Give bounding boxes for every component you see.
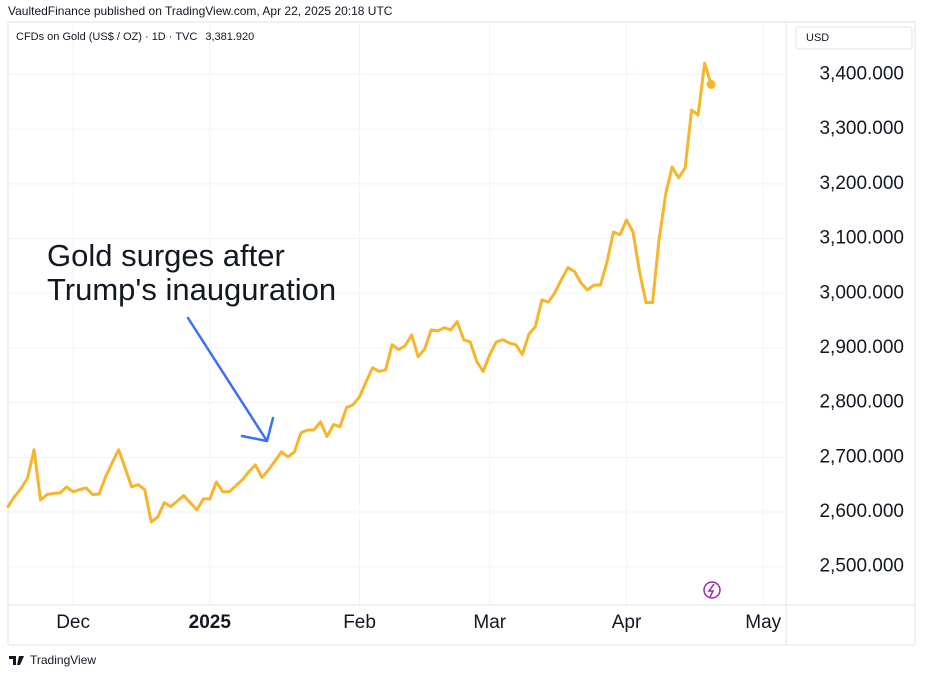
x-tick-label: Feb [343,612,376,633]
header: VaultedFinance published on TradingView.… [8,4,393,18]
y-tick-label: 3,100.000 [819,228,904,249]
y-tick-label: 3,000.000 [819,282,904,303]
y-tick-label: 3,400.000 [819,64,904,85]
x-tick-label: Apr [612,612,642,633]
y-tick-label: 2,600.000 [819,501,904,522]
chart-frame [7,21,916,646]
currency: USD [806,32,829,44]
annotation-arrow [186,316,275,443]
legend-last-value: 3,381.920 [205,31,254,43]
last-price-dot [706,79,716,89]
x-tick-label: 2025 [189,612,232,633]
y-tick-label: 3,300.000 [819,118,904,139]
y-tick-label: 2,700.000 [819,446,904,467]
legend-title: CFDs on Gold (US$ / OZ) · 1D · TVC [16,31,197,43]
flash-icon [703,581,721,599]
y-tick-label: 2,900.000 [819,337,904,358]
annotation-line: Trump's inauguration [47,272,336,307]
tradingview-logo [9,656,24,665]
y-tick-label: 3,200.000 [819,173,904,194]
x-tick-label: Mar [473,612,506,633]
x-tick-label: May [745,612,781,633]
y-tick-label: 2,500.000 [819,556,904,577]
footer: TradingView [30,653,96,667]
price-line [6,61,713,524]
grid [8,22,786,605]
y-tick-label: 2,800.000 [819,392,904,413]
x-tick-label: Dec [56,612,90,633]
annotation-line: Gold surges after [47,238,285,273]
currency-box [795,26,913,50]
